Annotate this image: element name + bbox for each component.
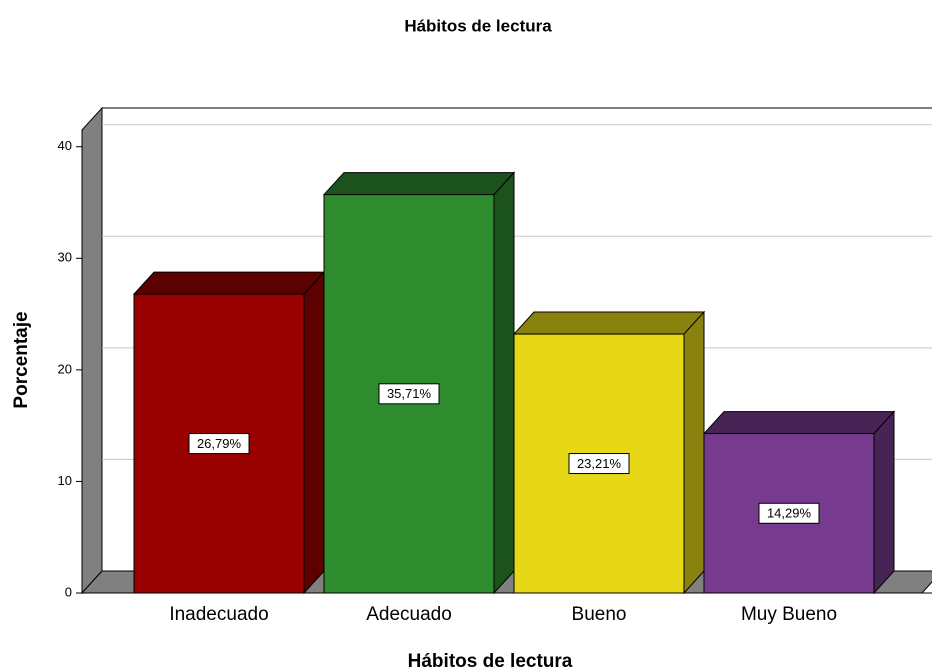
y-tick-label: 0 bbox=[65, 584, 72, 599]
bar-top bbox=[512, 311, 706, 335]
value-label-box bbox=[188, 433, 250, 455]
value-label: 14,29% bbox=[767, 506, 812, 521]
bar-top bbox=[132, 271, 326, 295]
bar-side bbox=[493, 171, 515, 595]
side-wall bbox=[81, 106, 103, 595]
y-tick-label: 30 bbox=[58, 250, 72, 265]
bar-side bbox=[303, 270, 325, 595]
y-tick-label: 10 bbox=[58, 473, 72, 488]
x-axis-label: Hábitos de lectura bbox=[408, 651, 573, 672]
bar-top bbox=[702, 411, 896, 435]
x-tick-label: Bueno bbox=[572, 604, 627, 625]
y-axis-label: Porcentaje bbox=[11, 311, 32, 408]
bar-top bbox=[322, 172, 516, 196]
x-tick-label: Muy Bueno bbox=[741, 604, 837, 625]
x-tick-label: Inadecuado bbox=[169, 604, 268, 625]
value-label: 35,71% bbox=[387, 386, 432, 401]
value-label-box bbox=[378, 383, 440, 405]
bar-side bbox=[873, 410, 895, 595]
bar-side bbox=[683, 310, 705, 595]
chart-title: Hábitos de lectura bbox=[404, 16, 552, 35]
value-label-box bbox=[568, 453, 630, 475]
y-tick-label: 20 bbox=[58, 361, 72, 376]
y-tick-label: 40 bbox=[58, 138, 72, 153]
value-label: 23,21% bbox=[577, 456, 622, 471]
value-label: 26,79% bbox=[197, 436, 242, 451]
value-label-box bbox=[758, 502, 820, 524]
x-tick-label: Adecuado bbox=[366, 604, 452, 625]
